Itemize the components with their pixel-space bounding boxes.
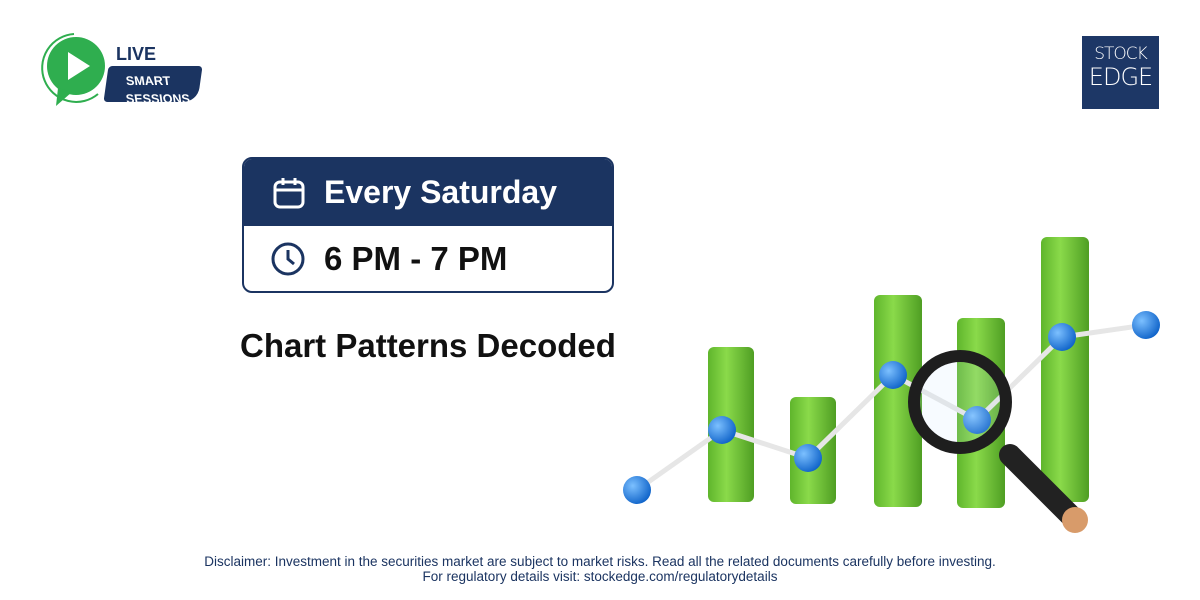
- clock-icon: [270, 241, 306, 277]
- session-title: Chart Patterns Decoded: [240, 327, 616, 364]
- bar-3: [874, 295, 922, 507]
- trend-dots: [623, 311, 1160, 504]
- schedule-time-row: 6 PM - 7 PM: [244, 226, 612, 291]
- disclaimer-text: Disclaimer: Investment in the securities…: [204, 554, 996, 569]
- stockedge-logo: STOCK EDGE: [1082, 36, 1159, 109]
- live-label: LIVE: [116, 44, 157, 64]
- live-play-logo-icon: [41, 33, 105, 106]
- calendar-icon: [272, 176, 306, 210]
- magnifier-icon: [908, 350, 1088, 533]
- bar-5: [1041, 237, 1089, 502]
- schedule-card: Every Saturday 6 PM - 7 PM: [242, 157, 614, 293]
- logo-text-edge: EDGE: [1088, 63, 1153, 91]
- schedule-day: Every Saturday: [324, 174, 558, 210]
- schedule-time: 6 PM - 7 PM: [324, 240, 508, 277]
- disclaimer: Disclaimer: Investment in the securities…: [0, 554, 1200, 584]
- regulatory-details-text: For regulatory details visit: stockedge.…: [422, 569, 778, 584]
- schedule-day-row: Every Saturday: [244, 159, 612, 226]
- logo-text-stock: STOCK: [1094, 44, 1148, 64]
